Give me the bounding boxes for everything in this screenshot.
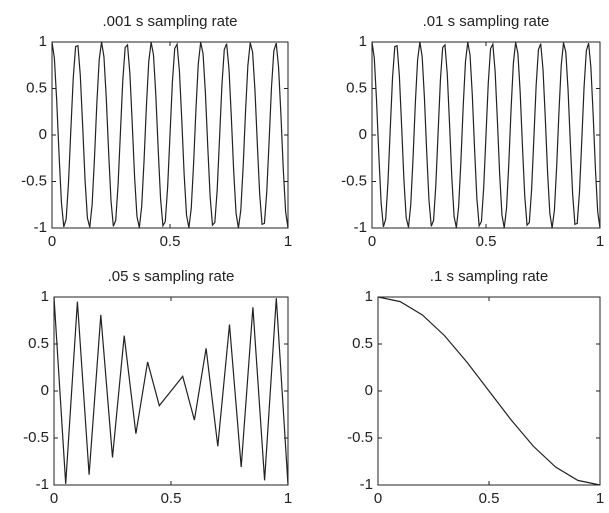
- y-tick-label: 0.5: [352, 335, 373, 352]
- y-tick-label: -0.5: [23, 429, 49, 446]
- y-tick-label: -1: [354, 219, 367, 236]
- y-tick-label: -0.5: [347, 429, 373, 446]
- y-tick-label: 1: [41, 288, 49, 305]
- y-tick-label: 1: [359, 33, 367, 50]
- y-tick-label: -1: [34, 219, 47, 236]
- chart-title: .05 s sampling rate: [108, 268, 235, 285]
- x-tick-label: 0.5: [476, 233, 497, 250]
- chart-title: .001 s sampling rate: [102, 13, 237, 30]
- y-tick-label: 0.5: [28, 335, 49, 352]
- x-tick-label: 0: [368, 233, 376, 250]
- x-tick-label: 0: [374, 490, 382, 507]
- y-tick-label: 1: [365, 288, 373, 305]
- signal-line: [51, 41, 289, 229]
- y-tick-label: 0.5: [26, 79, 47, 96]
- x-tick-label: 1: [284, 233, 292, 250]
- signal-line: [53, 296, 289, 486]
- chart-title: .1 s sampling rate: [430, 268, 548, 285]
- y-tick-label: -0.5: [341, 172, 367, 189]
- y-tick-label: -1: [360, 476, 373, 493]
- y-tick-label: 0: [41, 382, 49, 399]
- x-tick-label: 0.5: [161, 490, 182, 507]
- x-tick-label: 1: [596, 490, 604, 507]
- x-tick-label: 1: [596, 233, 604, 250]
- x-tick-label: 0: [48, 233, 56, 250]
- signal-line: [371, 41, 601, 229]
- x-tick-label: 0.5: [160, 233, 181, 250]
- y-tick-label: 0: [39, 126, 47, 143]
- y-tick-label: -1: [36, 476, 49, 493]
- y-tick-label: 0: [365, 382, 373, 399]
- x-tick-label: 0.5: [479, 490, 500, 507]
- signal-line: [377, 296, 601, 486]
- y-tick-label: -0.5: [21, 172, 47, 189]
- y-tick-label: 0: [359, 126, 367, 143]
- y-tick-label: 1: [39, 33, 47, 50]
- x-tick-label: 0: [50, 490, 58, 507]
- chart-title: .01 s sampling rate: [423, 13, 550, 30]
- x-tick-label: 1: [284, 490, 292, 507]
- y-tick-label: 0.5: [346, 79, 367, 96]
